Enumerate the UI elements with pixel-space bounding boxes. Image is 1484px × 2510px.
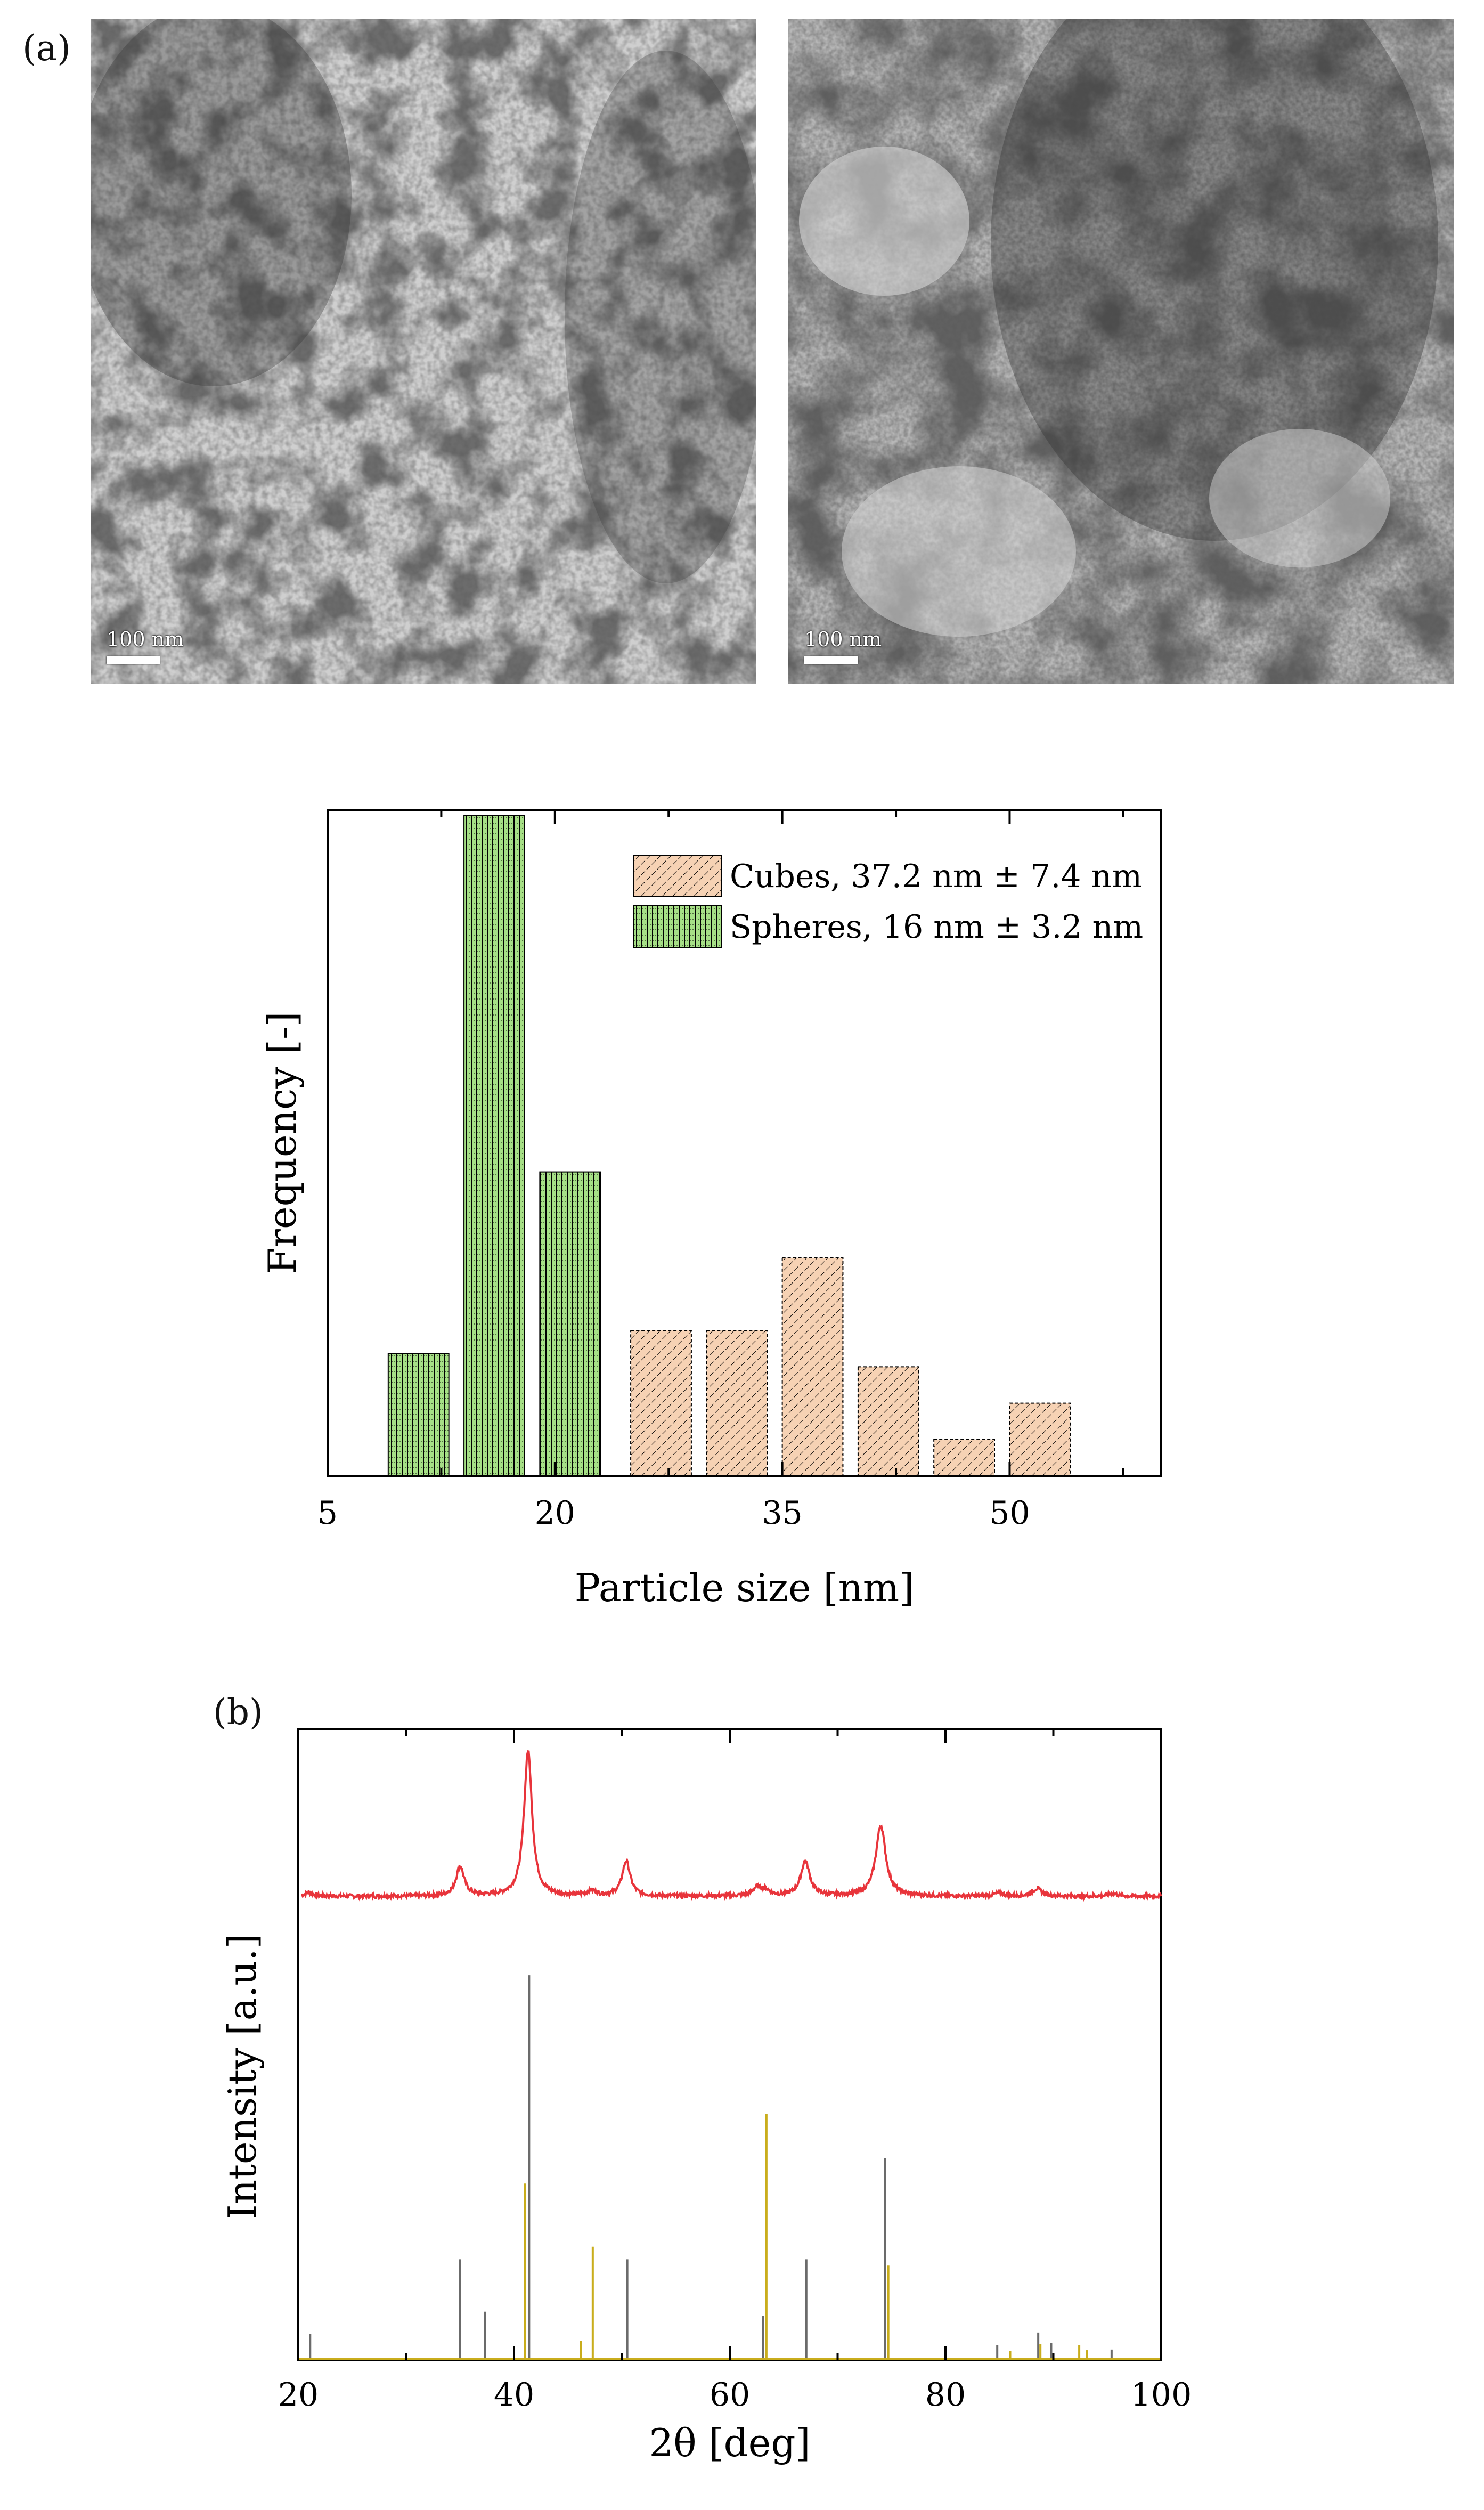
- histogram-bar-hatch: [1009, 1402, 1071, 1476]
- xrd-x-ticks: 20 40 60 80 100: [278, 1729, 1192, 2414]
- histogram-bars: [387, 815, 1071, 1477]
- histogram-tick-label: 5: [317, 1494, 338, 1532]
- scale-label-2: 100 nm: [804, 628, 882, 651]
- scale-bar-2: [804, 656, 858, 664]
- tem-image-spheres-texture: [788, 19, 1454, 684]
- scale-bar-1: [107, 656, 160, 664]
- panel-label-a: (a): [22, 28, 71, 69]
- xrd-frame: [297, 1728, 1162, 2361]
- xrd-tick-label: 40: [494, 2376, 534, 2414]
- histogram-bar-hatch: [706, 1330, 768, 1476]
- histogram-frame: [327, 809, 1162, 1477]
- histogram-bar-hatch: [387, 1353, 450, 1476]
- panel-label-b: (b): [213, 1692, 263, 1733]
- histogram-bar-hatch: [630, 1330, 692, 1476]
- histogram-y-label: Frequency [-]: [260, 1012, 305, 1274]
- histogram-tick-label: 20: [535, 1494, 575, 1532]
- histogram-tick-label: 35: [762, 1494, 802, 1532]
- tem-image-spheres: [788, 19, 1454, 684]
- legend-swatch-spheres-hatch: [633, 905, 722, 948]
- particle-size-histogram: 5 20 35 50 Particle size [nm] Frequency [-]…: [260, 809, 1162, 1610]
- histogram-bar-hatch: [539, 1171, 601, 1476]
- xrd-tick-label: 60: [710, 2376, 750, 2414]
- xrd-tick-label: 80: [925, 2376, 966, 2414]
- histogram-x-label: Particle size [nm]: [575, 1565, 915, 1610]
- histogram-bar-hatch: [781, 1257, 844, 1476]
- xrd-measured-line: [301, 1750, 1162, 1902]
- legend-label-cubes: Cubes, 37.2 nm ± 7.4 nm: [730, 858, 1142, 895]
- legend-label-spheres: Spheres, 16 nm ± 3.2 nm: [730, 908, 1143, 946]
- tem-image-cubes-texture: [91, 19, 756, 684]
- scale-label-1: 100 nm: [107, 628, 184, 651]
- tem-image-cubes: [91, 19, 756, 684]
- xrd-tick-label: 100: [1131, 2376, 1192, 2414]
- histogram-bar-hatch: [933, 1439, 995, 1477]
- xrd-tick-label: 20: [278, 2376, 319, 2414]
- histogram-bar-hatch: [463, 815, 525, 1476]
- xrd-pattern-chart: 20 40 60 80 100 2θ [deg] Intensity [a.u.]: [220, 1728, 1192, 2465]
- histogram-legend: Cubes, 37.2 nm ± 7.4 nm Spheres, 16 nm ±…: [633, 855, 1143, 948]
- histogram-x-ticks: 5 20 35 50: [317, 810, 1124, 1532]
- histogram-tick-label: 50: [989, 1494, 1030, 1532]
- xrd-x-label: 2θ [deg]: [649, 2420, 810, 2465]
- histogram-bar-hatch: [857, 1366, 919, 1477]
- xrd-y-label: Intensity [a.u.]: [220, 1934, 265, 2219]
- xrd-reference-sticks: [298, 1975, 1161, 2360]
- legend-swatch-cubes-hatch: [633, 855, 722, 897]
